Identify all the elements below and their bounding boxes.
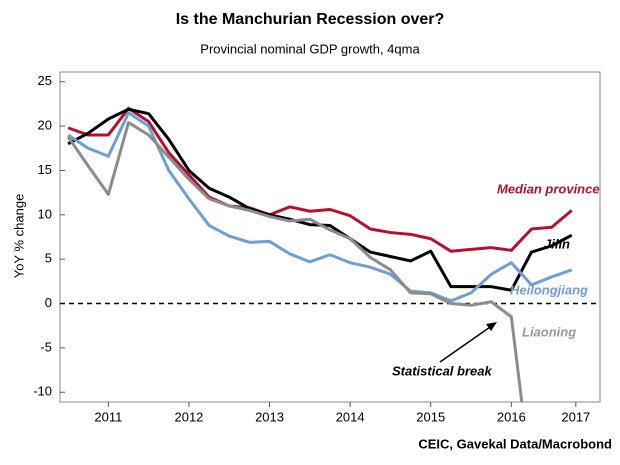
- series-label: Heilongjiang: [510, 282, 588, 297]
- x-tick-label: 2015: [416, 409, 445, 424]
- y-tick-label: 25: [38, 73, 52, 88]
- x-tick-label: 2013: [255, 409, 284, 424]
- series-line: [66, 121, 524, 402]
- plot-frame: [59, 71, 601, 403]
- x-tick-label: 2014: [336, 409, 365, 424]
- y-tick-label: 10: [38, 206, 52, 221]
- y-tick-label: 20: [38, 118, 52, 133]
- series-line: [67, 106, 573, 253]
- series-line: [67, 107, 573, 292]
- x-tick-label: 2016: [497, 409, 526, 424]
- annotation: Statistical break: [392, 363, 492, 378]
- y-axis-label: YoY % change: [11, 194, 26, 279]
- plot-area: [66, 106, 573, 402]
- series-line: [67, 111, 573, 303]
- series-label: Liaoning: [522, 324, 576, 339]
- y-tick-label: 5: [45, 251, 52, 266]
- x-tick-label: 2012: [174, 409, 203, 424]
- y-tick-label: 15: [38, 162, 52, 177]
- series-label: Jilin: [544, 236, 570, 251]
- chart-title: Is the Manchurian Recession over?: [176, 11, 445, 28]
- x-tick-label: 2011: [94, 409, 122, 424]
- x-tick-label: 2017: [561, 409, 590, 424]
- series-label: Median province: [497, 181, 600, 196]
- y-tick-label: -5: [40, 339, 52, 354]
- y-tick-label: 0: [45, 295, 52, 310]
- source: CEIC, Gavekal Data/Macrobond: [418, 436, 612, 451]
- arrow-head: [486, 322, 497, 331]
- y-tick-label: -10: [33, 384, 52, 399]
- chart-subtitle: Provincial nominal GDP growth, 4qma: [200, 41, 420, 56]
- annotation-arrow: [439, 324, 494, 363]
